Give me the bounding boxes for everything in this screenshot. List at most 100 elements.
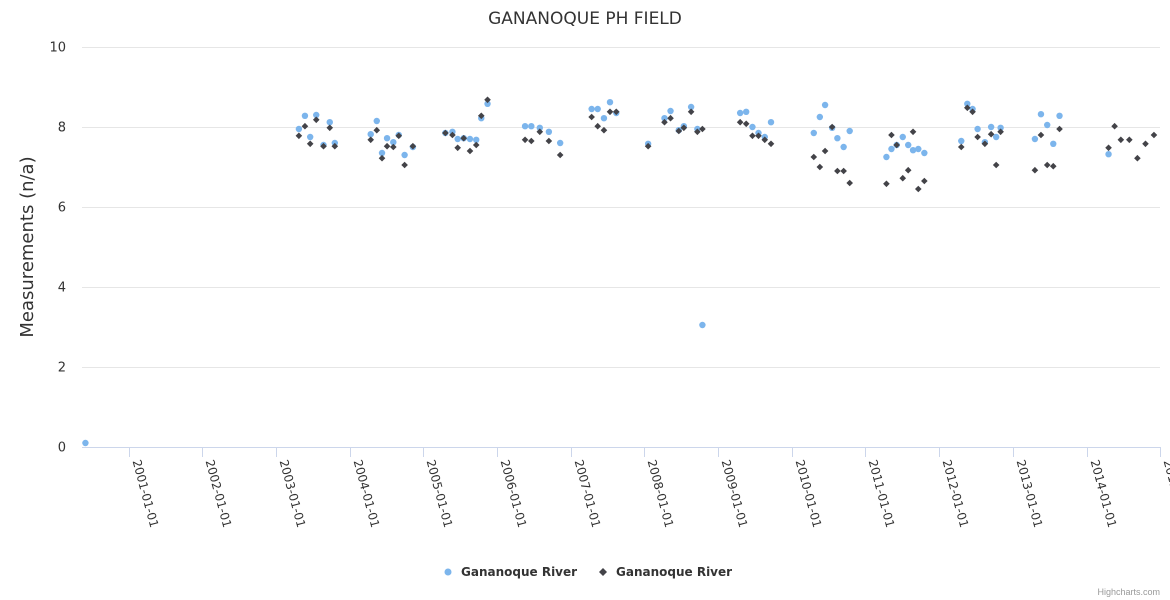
data-point[interactable] xyxy=(736,109,744,117)
data-point[interactable] xyxy=(997,124,1004,131)
data-point[interactable] xyxy=(816,113,824,121)
data-point[interactable] xyxy=(921,177,928,185)
data-point[interactable] xyxy=(810,153,818,161)
data-point[interactable] xyxy=(1117,136,1125,144)
data-point[interactable] xyxy=(821,147,829,155)
data-point[interactable] xyxy=(295,125,303,133)
data-point[interactable] xyxy=(313,111,320,119)
data-point[interactable] xyxy=(694,128,701,136)
data-point[interactable] xyxy=(556,151,564,159)
legend-item-series-2[interactable]: Gananoque River xyxy=(599,565,732,579)
data-point[interactable] xyxy=(1049,162,1057,170)
data-point[interactable] xyxy=(373,117,380,125)
data-point[interactable] xyxy=(301,112,309,120)
data-point[interactable] xyxy=(1031,135,1039,143)
data-point[interactable] xyxy=(687,108,695,116)
data-point[interactable] xyxy=(378,154,386,162)
data-point[interactable] xyxy=(449,131,456,139)
data-point[interactable] xyxy=(390,143,397,151)
data-point[interactable] xyxy=(326,124,334,132)
data-point[interactable] xyxy=(893,141,901,149)
data-point[interactable] xyxy=(484,100,491,108)
data-point[interactable] xyxy=(964,104,971,112)
data-point[interactable] xyxy=(401,161,408,169)
data-point[interactable] xyxy=(667,107,674,115)
data-point[interactable] xyxy=(395,132,403,140)
data-point[interactable] xyxy=(331,142,339,150)
data-point[interactable] xyxy=(528,123,535,130)
data-point[interactable] xyxy=(810,129,817,137)
data-point[interactable] xyxy=(401,151,408,159)
data-point[interactable] xyxy=(687,103,695,111)
data-point[interactable] xyxy=(883,180,890,188)
data-point[interactable] xyxy=(909,128,917,136)
data-point[interactable] xyxy=(755,132,762,140)
data-point[interactable] xyxy=(600,126,608,134)
data-point[interactable] xyxy=(1126,136,1133,144)
data-point[interactable] xyxy=(661,115,668,122)
data-point[interactable] xyxy=(1105,144,1112,152)
data-point[interactable] xyxy=(521,123,529,130)
data-point[interactable] xyxy=(761,136,769,144)
data-point[interactable] xyxy=(536,128,544,136)
data-point[interactable] xyxy=(969,108,976,116)
data-point[interactable] xyxy=(1056,125,1063,133)
data-point[interactable] xyxy=(905,141,912,149)
data-point[interactable] xyxy=(1037,111,1045,118)
data-point[interactable] xyxy=(1056,112,1063,120)
data-point[interactable] xyxy=(606,108,614,116)
data-point[interactable] xyxy=(545,128,553,135)
data-point[interactable] xyxy=(1150,131,1158,139)
data-point[interactable] xyxy=(974,125,981,133)
data-point[interactable] xyxy=(840,167,847,175)
data-point[interactable] xyxy=(957,143,965,151)
data-point[interactable] xyxy=(1105,151,1112,158)
data-point[interactable] xyxy=(378,149,386,157)
data-point[interactable] xyxy=(82,439,89,447)
data-point[interactable] xyxy=(899,174,907,182)
data-point[interactable] xyxy=(981,140,989,148)
data-point[interactable] xyxy=(958,137,965,145)
data-point[interactable] xyxy=(454,135,461,143)
data-point[interactable] xyxy=(921,149,928,157)
data-point[interactable] xyxy=(828,123,836,131)
data-point[interactable] xyxy=(974,133,981,141)
data-point[interactable] xyxy=(521,136,529,144)
data-point[interactable] xyxy=(904,166,912,174)
data-point[interactable] xyxy=(987,123,995,131)
data-point[interactable] xyxy=(667,114,674,122)
data-point[interactable] xyxy=(644,142,652,150)
data-point[interactable] xyxy=(466,135,474,143)
data-point[interactable] xyxy=(1134,154,1141,162)
data-point[interactable] xyxy=(594,122,601,130)
data-point[interactable] xyxy=(846,179,853,187)
data-point[interactable] xyxy=(1043,161,1051,169)
data-point[interactable] xyxy=(675,127,683,135)
data-point[interactable] xyxy=(736,118,744,126)
data-point[interactable] xyxy=(1111,122,1118,130)
data-point[interactable] xyxy=(442,129,449,137)
data-point[interactable] xyxy=(742,108,750,116)
data-point[interactable] xyxy=(383,142,391,150)
legend-item-series-1[interactable]: Gananoque River xyxy=(444,565,578,579)
data-point[interactable] xyxy=(536,124,543,131)
data-point[interactable] xyxy=(1044,121,1051,129)
data-point[interactable] xyxy=(472,141,480,149)
credits-link[interactable]: Highcharts.com xyxy=(1097,587,1160,597)
data-point[interactable] xyxy=(909,147,917,154)
data-point[interactable] xyxy=(588,105,595,113)
data-point[interactable] xyxy=(1142,140,1149,148)
data-point[interactable] xyxy=(301,122,309,130)
data-point[interactable] xyxy=(680,124,688,132)
data-point[interactable] xyxy=(997,128,1004,136)
data-point[interactable] xyxy=(699,125,706,133)
data-point[interactable] xyxy=(320,142,327,150)
data-point[interactable] xyxy=(767,140,775,148)
data-point[interactable] xyxy=(454,144,461,152)
data-point[interactable] xyxy=(914,185,922,193)
data-point[interactable] xyxy=(528,137,535,145)
data-point[interactable] xyxy=(964,100,971,108)
data-point[interactable] xyxy=(367,131,374,138)
data-point[interactable] xyxy=(1031,166,1039,174)
data-point[interactable] xyxy=(383,135,391,142)
